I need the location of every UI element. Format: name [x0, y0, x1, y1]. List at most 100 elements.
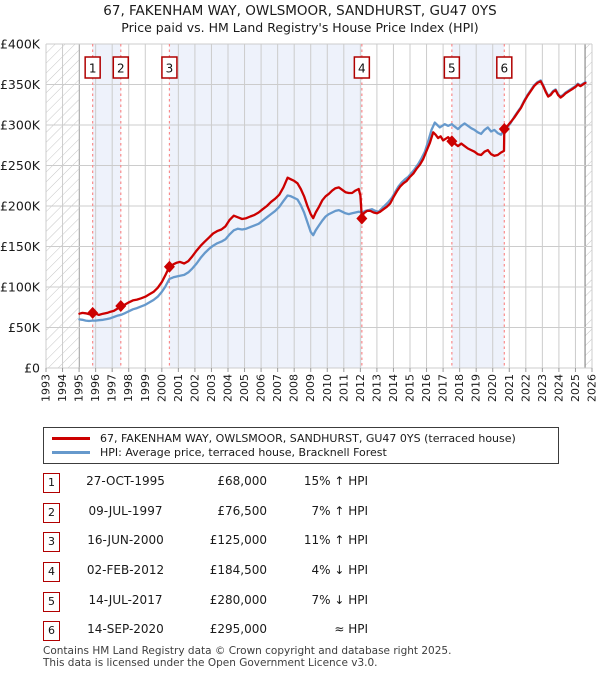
- x-axis-label: 1997: [106, 374, 119, 402]
- sale-number-box: [161, 56, 178, 79]
- property-line-swatch: [52, 436, 90, 440]
- transaction-number-badge: 6: [43, 621, 60, 642]
- transaction-row: 2 09-JUL-1997 £76,500 7% ↑ HPI: [43, 500, 383, 530]
- sale-number-box: [112, 56, 130, 79]
- transaction-number-badge: 2: [43, 502, 60, 523]
- x-axis-label: 2017: [437, 374, 450, 402]
- x-axis-label: 1993: [40, 374, 53, 402]
- transaction-date: 02-FEB-2012: [86, 563, 165, 578]
- x-axis-label: 2014: [387, 374, 400, 402]
- transaction-row: 5 14-JUL-2017 £280,000 7% ↓ HPI: [43, 589, 383, 619]
- legend-row-hpi: HPI: Average price, terraced house, Brac…: [52, 445, 552, 459]
- x-axis-label: 2011: [337, 374, 350, 402]
- sale-number-box: [443, 56, 461, 79]
- x-axis-label: 2000: [155, 374, 168, 402]
- x-axis-label: 2012: [354, 374, 367, 402]
- x-axis-label: 2005: [238, 374, 251, 402]
- transaction-hpi-delta: ≈ HPI: [334, 622, 368, 637]
- transaction-hpi-delta: 15% ↑ HPI: [303, 474, 368, 488]
- x-axis-label: 2022: [519, 374, 532, 402]
- transaction-date: 09-JUL-1997: [88, 503, 163, 518]
- sale-number-label: 1: [89, 62, 97, 76]
- transaction-date: 16-JUN-2000: [87, 533, 164, 548]
- y-axis-label: £400K: [0, 37, 41, 52]
- transaction-hpi-delta: 7% ↑ HPI: [311, 503, 368, 518]
- transaction-table: 1 27-OCT-1995 £68,000 15% ↑ HPI 2 09-JUL…: [43, 470, 383, 648]
- sale-number-label: 3: [166, 62, 174, 76]
- x-axis-label: 2003: [205, 374, 218, 402]
- page-title: 67, FAKENHAM WAY, OWLSMOOR, SANDHURST, G…: [103, 3, 497, 19]
- transaction-number-badge: 4: [43, 562, 60, 583]
- x-axis-label: 2015: [404, 374, 417, 402]
- transaction-number-badge: 5: [43, 591, 60, 612]
- x-axis-label: 1996: [89, 374, 102, 402]
- transaction-price: £68,000: [217, 474, 267, 488]
- x-axis-label: 1999: [139, 374, 152, 402]
- x-axis-label: 2019: [470, 374, 483, 402]
- sale-marker: [446, 135, 458, 148]
- x-axis-label: 2009: [304, 374, 317, 402]
- footer-line-2: This data is licensed under the Open Gov…: [43, 656, 378, 669]
- x-axis-label: 2013: [370, 374, 383, 402]
- transaction-price: £280,000: [209, 592, 267, 607]
- sale-number-label: 4: [358, 62, 366, 76]
- transaction-price: £125,000: [209, 533, 267, 548]
- property-price-line: [78, 80, 587, 317]
- x-axis-label: 2016: [420, 374, 433, 402]
- x-axis-label: 2001: [172, 374, 185, 402]
- y-axis-label: £300K: [0, 118, 41, 133]
- chart-legend: 67, FAKENHAM WAY, OWLSMOOR, SANDHURST, G…: [43, 427, 559, 464]
- x-axis-label: 2007: [271, 374, 284, 402]
- y-axis-label: £50K: [8, 320, 41, 335]
- x-axis-label: 2018: [453, 374, 466, 402]
- transaction-hpi-delta: 4% ↓ HPI: [311, 563, 368, 578]
- y-axis-label: £250K: [0, 158, 41, 173]
- transaction-row: 3 16-JUN-2000 £125,000 11% ↑ HPI: [43, 529, 383, 559]
- sale-marker: [87, 306, 99, 319]
- license-footer: Contains HM Land Registry data © Crown c…: [43, 645, 583, 669]
- transaction-date: 14-JUL-2017: [88, 592, 163, 607]
- sale-marker: [115, 300, 127, 313]
- x-axis-label: 2024: [552, 374, 565, 402]
- transaction-price: £184,500: [209, 563, 267, 578]
- transaction-row: 6 14-SEP-2020 £295,000 ≈ HPI: [43, 618, 383, 648]
- x-axis-label: 2008: [288, 374, 301, 402]
- y-axis-label: £200K: [0, 199, 41, 214]
- hpi-line-swatch: [52, 450, 90, 454]
- x-axis-label: 1994: [56, 374, 69, 402]
- transaction-date: 14-SEP-2020: [87, 622, 164, 637]
- transaction-price: £295,000: [209, 622, 267, 637]
- price-chart: 1 2 3 4 5 6 £0 £50K £100K £150K £200K £250K £300K £35…: [0, 37, 599, 403]
- x-axis-label: 2002: [188, 374, 201, 402]
- transaction-price: £76,500: [217, 503, 267, 518]
- x-axis-label: 2010: [321, 374, 334, 402]
- x-axis-label: 1998: [122, 374, 135, 402]
- page-subtitle: Price paid vs. HM Land Registry's House …: [121, 20, 479, 35]
- y-axis-label: £350K: [0, 77, 41, 92]
- sale-number-box: [353, 56, 371, 79]
- sale-marker: [498, 123, 510, 136]
- transaction-date: 27-OCT-1995: [86, 474, 165, 488]
- sale-marker: [356, 212, 368, 225]
- transaction-row: 4 02-FEB-2012 £184,500 4% ↓ HPI: [43, 559, 383, 589]
- x-axis-label: 2006: [255, 374, 268, 402]
- transaction-number-badge: 3: [43, 532, 60, 553]
- transaction-row: 1 27-OCT-1995 £68,000 15% ↑ HPI: [43, 470, 383, 500]
- legend-hpi-label: HPI: Average price, terraced house, Brac…: [100, 445, 387, 459]
- x-axis-label: 2021: [503, 374, 516, 402]
- sale-number-box: [496, 56, 513, 79]
- x-axis-label: 1995: [73, 374, 86, 402]
- x-axis-label: 2026: [586, 374, 599, 402]
- sale-number-label: 6: [500, 62, 508, 76]
- transaction-hpi-delta: 11% ↑ HPI: [303, 533, 368, 548]
- footer-line-1: Contains HM Land Registry data © Crown c…: [43, 645, 452, 657]
- sale-number-label: 5: [448, 62, 456, 76]
- x-axis-label: 2023: [536, 374, 549, 402]
- sale-number-box: [84, 56, 101, 79]
- sale-marker: [163, 260, 175, 273]
- transaction-number-badge: 1: [43, 473, 60, 493]
- y-axis-label: £0: [24, 361, 40, 376]
- legend-row-property: 67, FAKENHAM WAY, OWLSMOOR, SANDHURST, G…: [52, 431, 552, 445]
- y-axis-label: £100K: [0, 280, 41, 295]
- x-axis-label: 2025: [569, 374, 582, 402]
